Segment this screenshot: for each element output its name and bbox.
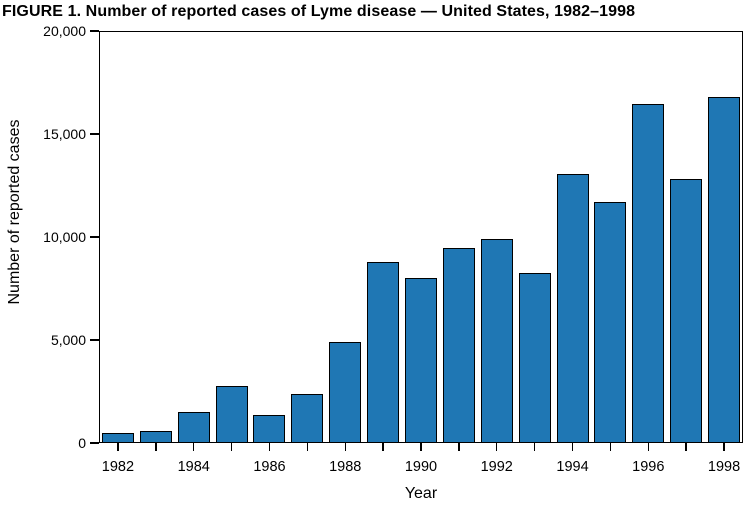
y-tick-20000 xyxy=(90,30,99,32)
y-tick-label-0: 0 xyxy=(78,435,86,451)
y-tick-label-20000: 20,000 xyxy=(43,23,86,39)
y-tick-label-5000: 5,000 xyxy=(50,332,86,348)
bar-1982 xyxy=(101,432,134,443)
x-tick-1983 xyxy=(155,443,157,451)
bar-1985 xyxy=(215,386,248,443)
x-tick-label-1992: 1992 xyxy=(480,459,513,475)
bar-1983 xyxy=(139,430,172,443)
bar-1998 xyxy=(708,96,741,443)
bar-1984 xyxy=(177,412,210,443)
x-tick-1986 xyxy=(268,443,271,451)
x-tick-label-1996: 1996 xyxy=(632,459,665,475)
x-tick-1992 xyxy=(496,443,498,451)
y-tick-label-10000: 10,000 xyxy=(43,229,86,245)
y-tick-label-15000: 15,000 xyxy=(43,126,86,142)
x-tick-1994 xyxy=(571,443,574,451)
x-tick-1988 xyxy=(344,443,346,451)
bar-1987 xyxy=(291,394,324,443)
bar-1995 xyxy=(594,201,627,443)
y-tick-5000 xyxy=(90,339,99,341)
y-axis-label: Number of reported cases xyxy=(6,119,23,305)
x-tick-1982 xyxy=(117,443,119,451)
x-tick-1991 xyxy=(458,443,460,451)
x-tick-label-1990: 1990 xyxy=(404,459,438,475)
x-tick-label-1988: 1988 xyxy=(329,459,362,475)
x-tick-1998 xyxy=(723,443,725,451)
bar-1991 xyxy=(442,247,475,443)
x-tick-1990 xyxy=(420,443,422,451)
x-axis-line xyxy=(99,441,743,443)
bar-1996 xyxy=(632,104,665,443)
bar-1994 xyxy=(556,174,589,443)
bar-1997 xyxy=(670,179,703,443)
y-tick-15000 xyxy=(90,133,99,135)
x-tick-1993 xyxy=(533,443,536,451)
bar-1993 xyxy=(518,272,551,443)
x-tick-1987 xyxy=(306,443,309,451)
x-tick-1996 xyxy=(647,443,649,451)
x-tick-label-1998: 1998 xyxy=(707,459,741,475)
x-tick-label-1994: 1994 xyxy=(556,459,589,475)
bar-1990 xyxy=(405,278,437,443)
bar-1986 xyxy=(253,415,286,443)
y-tick-10000 xyxy=(90,236,99,238)
bar-1989 xyxy=(367,261,400,443)
x-tick-1984 xyxy=(193,443,195,451)
x-tick-1985 xyxy=(230,443,233,451)
x-tick-1997 xyxy=(685,443,687,451)
x-axis-label: Year xyxy=(404,485,438,502)
x-tick-1989 xyxy=(382,443,384,451)
bar-1988 xyxy=(329,342,362,443)
x-tick-label-1982: 1982 xyxy=(101,459,135,475)
figure-title: FIGURE 1. Number of reported cases of Ly… xyxy=(2,3,636,20)
y-tick-0 xyxy=(90,442,99,444)
x-tick-1995 xyxy=(609,443,612,451)
x-tick-label-1986: 1986 xyxy=(253,459,286,475)
bar-1992 xyxy=(480,238,513,443)
x-tick-label-1984: 1984 xyxy=(177,459,210,475)
